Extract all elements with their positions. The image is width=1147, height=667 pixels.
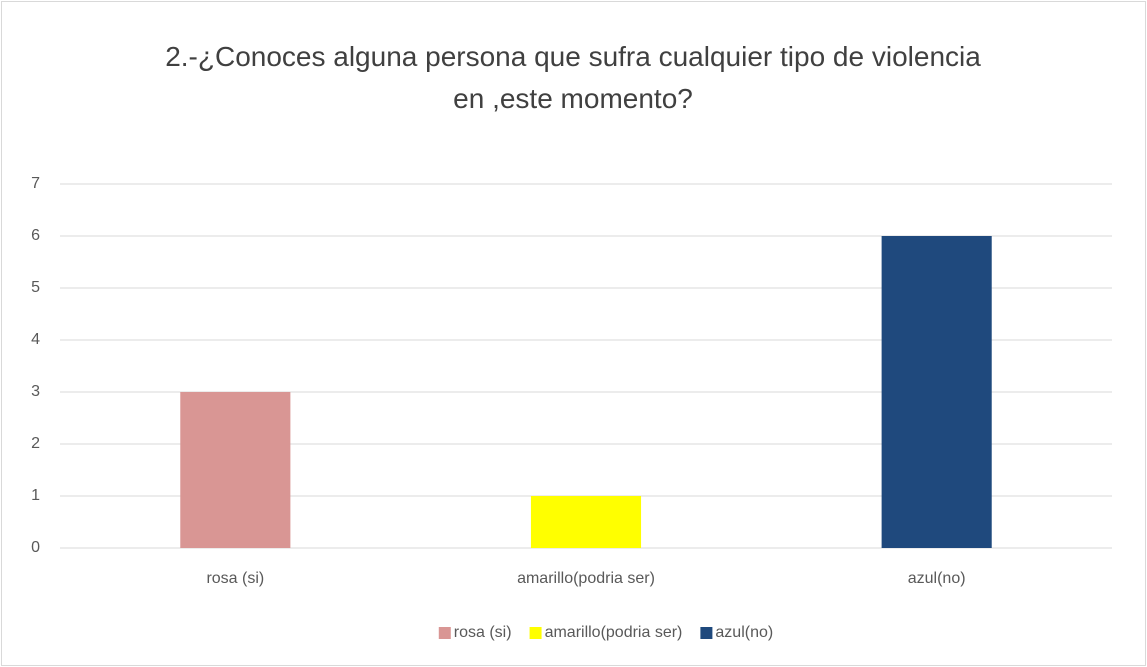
chart-title: 2.-¿Conoces alguna persona que sufra cua… [165, 41, 981, 114]
legend-label: azul(no) [715, 624, 773, 641]
y-tick-label: 1 [31, 487, 40, 504]
y-tick-label: 2 [31, 435, 40, 452]
y-tick-label: 5 [31, 279, 40, 296]
y-tick-label: 7 [31, 175, 40, 192]
x-tick-label: rosa (si) [206, 570, 264, 587]
legend-swatch [529, 627, 542, 639]
y-tick-label: 4 [31, 331, 40, 348]
y-tick-label: 3 [31, 383, 40, 400]
bar [881, 236, 992, 548]
legend-swatch [438, 627, 451, 639]
x-tick-label: azul(no) [908, 570, 966, 587]
y-tick-label: 0 [31, 539, 40, 556]
bar [530, 496, 642, 548]
legend-label: rosa (si) [454, 624, 512, 641]
legend-label: amarillo(podria ser) [545, 624, 683, 641]
legend-swatch [700, 627, 713, 639]
y-tick-label: 6 [31, 227, 40, 244]
x-tick-label: amarillo(podria ser) [517, 570, 655, 587]
bar [180, 392, 291, 548]
